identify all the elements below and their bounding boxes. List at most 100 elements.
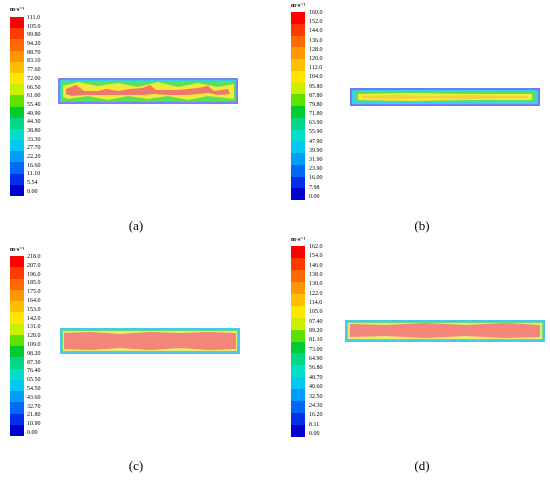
legend-tick-label: 54.50 [27,385,41,392]
legend-color-band [291,176,305,189]
legend-color-band [10,173,24,185]
legend-color-band [10,50,24,62]
legend-tick-label: 160.0 [309,10,323,16]
legend-color-band [10,424,24,436]
legend-color-band [291,317,305,330]
legend-tick-label: 99.80 [27,32,41,39]
velocity-contour-strip [60,328,240,354]
legend-tick-label: 95.80 [309,83,323,90]
legend-tick-label: 105.0 [27,23,41,30]
legend-color-band [10,289,24,301]
legend-tick-label: 130.0 [309,281,323,288]
legend-tick-label: 175.0 [27,289,41,296]
legend-color-band [10,61,24,73]
legend-tick-label: 83.10 [27,58,41,65]
velocity-contour-strip [58,78,238,104]
legend-color-band [291,117,305,130]
legend-tick-label: 23.90 [309,166,323,173]
legend-tick-label: 63.90 [309,120,323,127]
legend-tick-label: 8.11 [309,421,320,428]
legend-color-band [10,17,24,29]
legend-color-band [291,164,305,177]
legend-color-band [10,368,24,380]
legend-color-band [10,184,24,196]
legend-tick-label: 32.50 [309,393,323,400]
panel-caption: (d) [414,458,430,473]
legend-tick-label: 97.40 [309,318,323,325]
legend-tick-label: 142.0 [27,315,41,322]
legend-color-band [10,379,24,391]
legend-color-band [10,117,24,129]
legend-tick-label: 128.0 [309,46,323,53]
legend-tick-label: 33.30 [27,136,41,143]
legend-tick-label: 21.80 [27,412,41,419]
legend-color-band [291,377,305,390]
unit-label: m·s⁻¹ [291,237,306,243]
legend-tick-label: 56.80 [309,365,323,372]
legend-tick-label: 98.20 [27,350,41,357]
legend-tick-label: 7.98 [309,184,320,191]
legend-tick-label: 43.60 [27,394,41,401]
legend-color-band [10,84,24,96]
legend-tick-label: 104.0 [309,74,323,81]
legend-color-band [10,95,24,107]
legend-color-band [291,293,305,306]
legend-color-band [291,353,305,366]
color-legend-bar [10,17,24,196]
legend-color-band [291,269,305,282]
legend-color-band [10,334,24,346]
legend-color-band [291,329,305,342]
legend-tick-label: 164.0 [27,297,41,304]
legend-tick-label: 27.70 [27,145,41,152]
unit-label: m·s⁻¹ [291,3,306,9]
unit-label: m·s⁻¹ [10,7,25,13]
legend-color-band [291,246,305,258]
legend-color-band [291,106,305,118]
legend-tick-label: 10.90 [27,421,41,428]
color-legend-bar [291,12,305,200]
legend-color-band [291,23,305,36]
legend-color-band [291,413,305,426]
legend-tick-label: 65.50 [27,377,41,384]
legend-color-band [10,402,24,414]
legend-color-band [291,425,305,437]
legend-tick-label: 0.00 [309,430,320,437]
legend-tick-label: 31.90 [309,157,323,163]
legend-tick-label: 109.0 [27,341,41,348]
legend-tick-label: 105.0 [309,309,323,316]
legend-tick-label: 16.60 [27,162,41,169]
legend-color-band [291,153,305,165]
legend-tick-label: 72.00 [27,75,41,82]
legend-color-band [291,35,305,48]
legend-color-band [291,70,305,83]
legend-tick-label: 88.70 [27,49,41,56]
legend-ticks: 111.0 105.0 99.80 94.20 88.70 83.10 77.60 72.00… [27,15,41,195]
legend-color-band [10,413,24,425]
legend-color-band [291,305,305,318]
legend-tick-label: 5.54 [27,180,38,187]
legend-tick-label: 114.0 [309,300,323,307]
legend-tick-label: 55.90 [309,129,323,136]
legend-tick-label: 89.20 [309,328,323,335]
legend-tick-label: 0.00 [27,429,38,436]
legend-color-band [291,47,305,59]
legend-color-band [10,140,24,152]
legend-tick-label: 38.80 [27,127,41,134]
legend-tick-label: 144.0 [309,28,323,35]
legend-tick-label: 87.30 [27,359,41,366]
legend-tick-label: 48.70 [309,374,323,381]
legend-color-band [10,39,24,51]
legend-color-band [10,128,24,141]
velocity-contour-strip [350,88,540,106]
legend-tick-label: 32.70 [27,403,41,410]
color-legend-bar [10,256,24,436]
legend-color-band [10,72,24,85]
legend-tick-label: 47.90 [309,138,323,145]
legend-color-band [291,82,305,95]
legend-tick-label: 71.80 [309,111,323,118]
legend-tick-label: 55.40 [27,101,41,108]
legend-tick-label: 131.0 [27,324,41,331]
legend-tick-label: 185.0 [27,280,41,287]
legend-tick-label: 66.50 [27,84,41,91]
legend-color-band [291,141,305,153]
